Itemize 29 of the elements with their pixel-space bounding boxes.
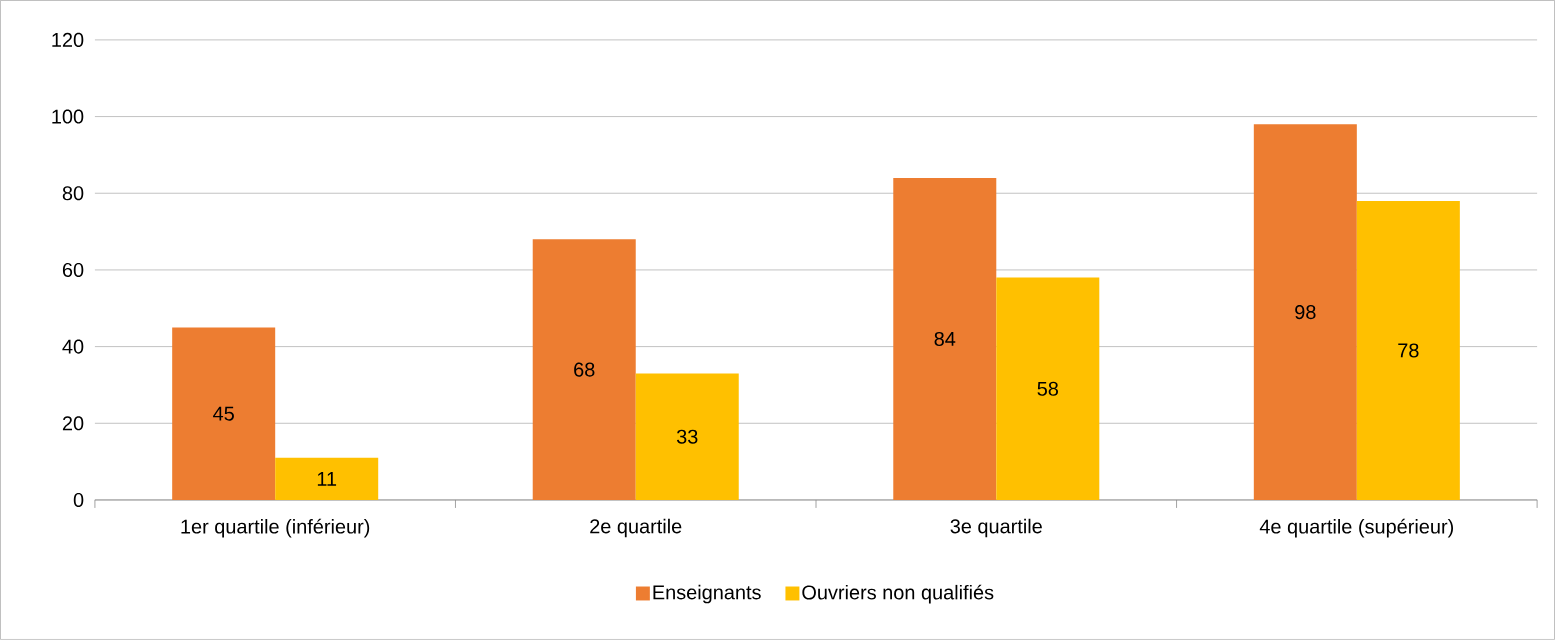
bar xyxy=(635,373,739,501)
data-label: 78 xyxy=(1398,343,1419,358)
y-tick-label: 120 xyxy=(52,32,84,47)
x-tick-label: 4e quartile (supérieur) xyxy=(1259,518,1454,538)
x-tick-label: 1er quartile (inférieur) xyxy=(181,518,370,538)
y-tick-label: 40 xyxy=(62,339,84,354)
y-tick-label: 80 xyxy=(62,186,84,201)
y-tick-label: 60 xyxy=(62,262,84,278)
bar xyxy=(1356,200,1460,501)
bar xyxy=(275,457,379,501)
bar xyxy=(172,327,276,501)
bar xyxy=(532,239,636,501)
data-label: 33 xyxy=(676,429,698,444)
data-label: 45 xyxy=(213,406,234,421)
legend-label: Enseignants xyxy=(653,584,761,604)
data-label: 84 xyxy=(934,331,956,347)
data-label: 68 xyxy=(574,362,595,377)
y-tick-label: 20 xyxy=(62,416,84,431)
data-label: 58 xyxy=(1037,381,1059,396)
y-tick-label: 100 xyxy=(52,109,84,124)
data-label: 11 xyxy=(317,472,337,486)
x-tick-label: 3e quartile xyxy=(950,518,1042,538)
bar xyxy=(996,277,1100,501)
data-label: 98 xyxy=(1295,305,1316,320)
x-tick-label: 2e quartile xyxy=(590,518,682,538)
y-tick-label: 0 xyxy=(73,492,84,508)
bar xyxy=(893,177,997,501)
legend-label: Ouvriers non qualifiés xyxy=(802,584,994,604)
bar xyxy=(1253,124,1357,501)
